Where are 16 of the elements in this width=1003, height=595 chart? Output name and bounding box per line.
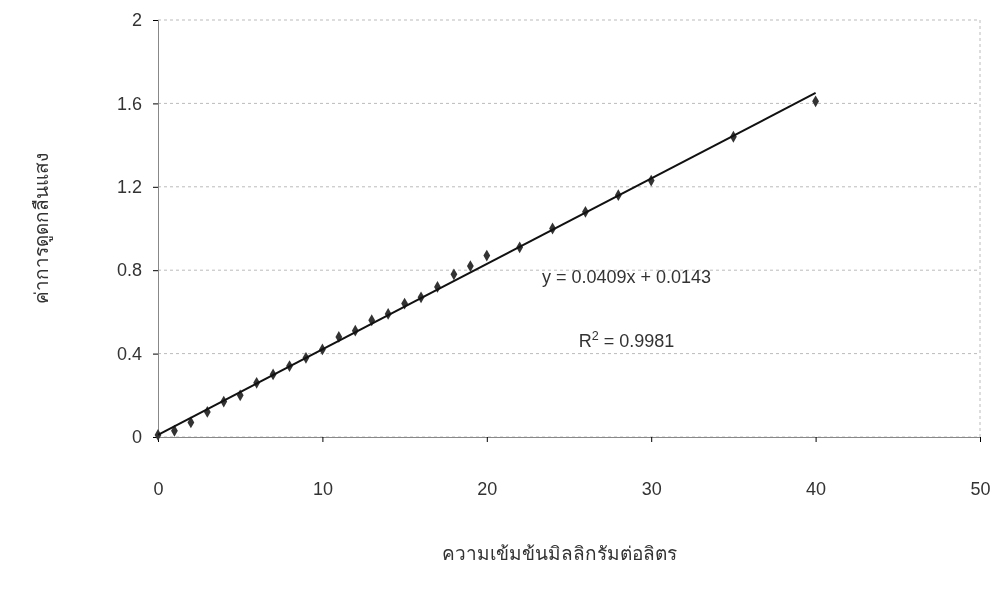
- y-tick-label: 2: [131, 10, 142, 31]
- x-tick-label: 10: [312, 479, 333, 499]
- annotation: R$^{2}$ = 0.9981: [578, 329, 675, 352]
- y-tick-label: 0.4: [116, 343, 142, 364]
- y-tick-label: 0: [131, 427, 142, 448]
- y-tick-label: 1.2: [116, 177, 142, 198]
- x-tick-label: 30: [641, 479, 662, 499]
- x-tick-label: 50: [970, 479, 991, 499]
- annotation: y = 0.0409x + 0.0143: [541, 266, 712, 287]
- x-tick-label: 0: [153, 479, 164, 499]
- y-tick-label: 0.8: [116, 260, 142, 281]
- y-axis-title: ค่าการดูดกลืนแสง: [31, 153, 53, 304]
- x-axis-title: ความเข้มข้นมิลลิกรัมต่อลิตร: [441, 543, 677, 564]
- y-tick-label: 1.6: [116, 93, 142, 114]
- x-tick-label: 20: [477, 479, 498, 499]
- x-tick-label: 40: [806, 479, 827, 499]
